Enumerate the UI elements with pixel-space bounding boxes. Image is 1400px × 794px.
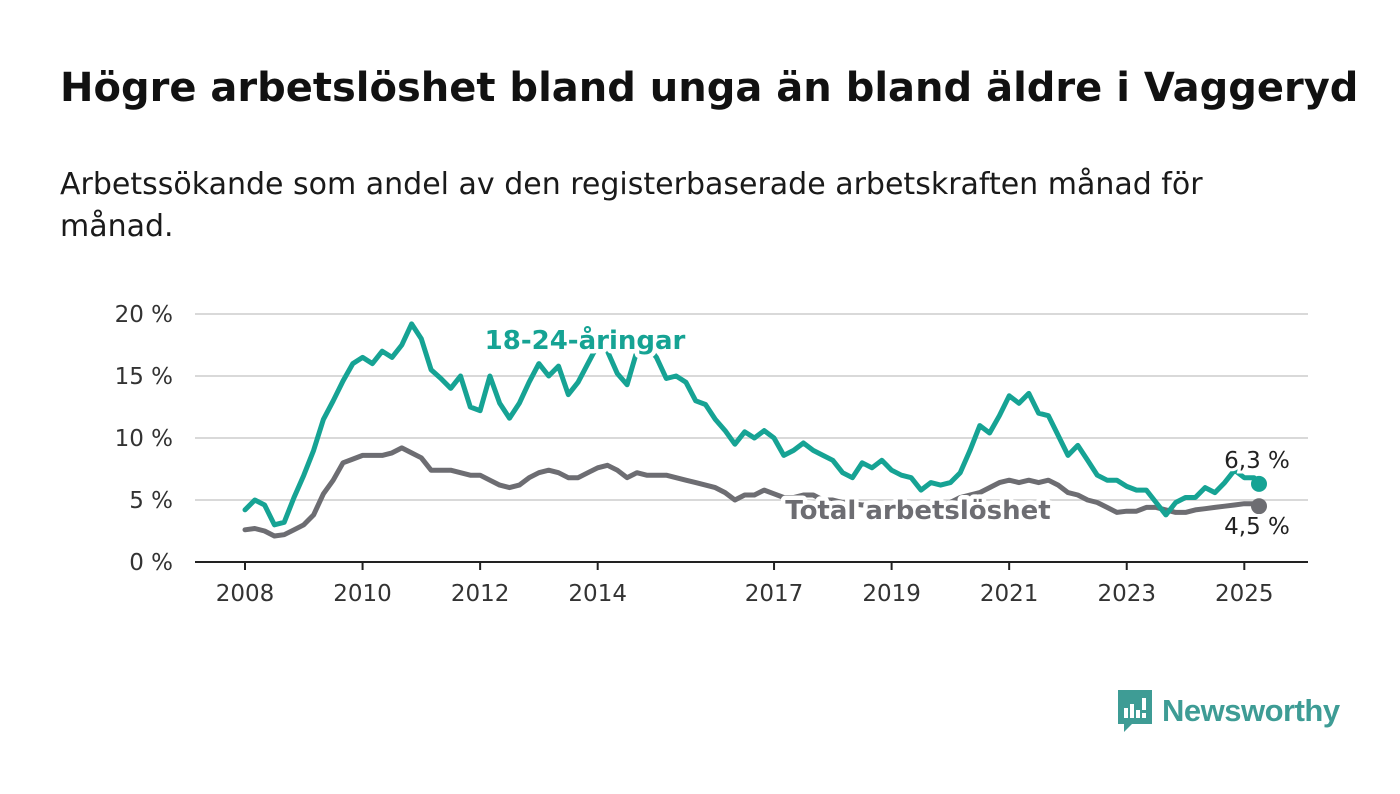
x-tick-label: 2023 (1097, 581, 1156, 607)
series-line-total (242, 445, 1262, 539)
y-tick-label: 20 % (115, 302, 173, 328)
y-tick-label: 15 % (115, 364, 173, 390)
end-value-youth: 6,3 % (1224, 448, 1290, 474)
series-label-total: Total arbetslöshet (785, 496, 1050, 526)
y-tick-label: 5 % (129, 488, 173, 514)
y-tick-label: 10 % (115, 426, 173, 452)
newsworthy-logo-icon (1118, 690, 1152, 732)
y-tick-label: 0 % (129, 550, 173, 576)
x-tick-label: 2017 (745, 581, 804, 607)
series-labels: 18-24-åringar Total arbetslöshet 6,3 % 4,5 … (480, 320, 1293, 544)
end-value-total: 4,5 % (1224, 514, 1290, 540)
series-label-youth: 18-24-åringar (485, 324, 686, 356)
end-point-total (1251, 498, 1267, 515)
x-tick-label: 2025 (1215, 581, 1274, 607)
series-line-youth (242, 321, 1262, 528)
end-point-youth (1251, 475, 1267, 492)
brand-name: Newsworthy (1162, 693, 1340, 728)
x-tick-label: 2019 (862, 581, 921, 607)
x-tick-label: 2008 (216, 581, 275, 607)
chart-title: Högre arbetslöshet bland unga än bland ä… (60, 65, 1359, 111)
y-axis: 0 % 5 % 10 % 15 % 20 % (115, 302, 173, 576)
x-tick-label: 2010 (333, 581, 392, 607)
grid-lines (195, 313, 1308, 501)
x-axis: 2008 2010 2012 2014 2017 2019 2021 2023 2025 (195, 561, 1308, 607)
series-lines (242, 321, 1267, 539)
newsworthy-logo: Newsworthy (1118, 690, 1340, 732)
chart-subtitle: Arbetssökande som andel av den registerb… (60, 167, 1203, 244)
x-tick-label: 2021 (980, 581, 1039, 607)
x-tick-label: 2014 (568, 581, 627, 607)
x-tick-label: 2012 (451, 581, 510, 607)
